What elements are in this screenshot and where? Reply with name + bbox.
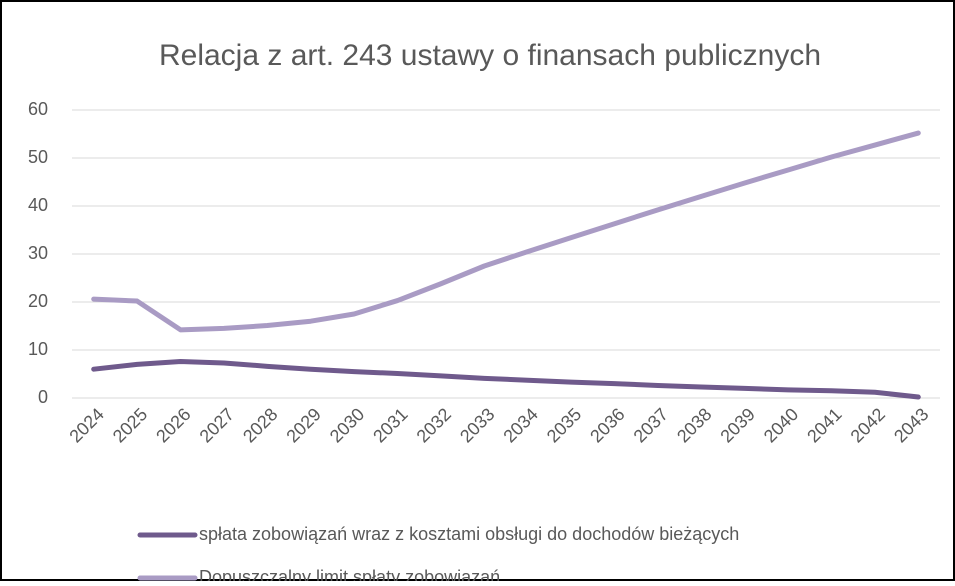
y-tick-label: 60 <box>28 99 48 119</box>
legend-label: spłata zobowiązań wraz z kosztami obsług… <box>199 524 739 544</box>
chart-title: Relacja z art. 243 ustawy o finansach pu… <box>159 39 821 72</box>
y-tick-label: 40 <box>28 195 48 215</box>
series-line <box>91 359 921 400</box>
y-tick-label: 0 <box>38 387 48 407</box>
y-tick-label: 20 <box>28 291 48 311</box>
y-tick-label: 10 <box>28 339 48 359</box>
series-line <box>91 130 921 333</box>
legend-label: Dopuszczalny limit spłaty zobowiązań <box>199 567 500 581</box>
y-tick-label: 50 <box>28 147 48 167</box>
y-tick-label: 30 <box>28 243 48 263</box>
